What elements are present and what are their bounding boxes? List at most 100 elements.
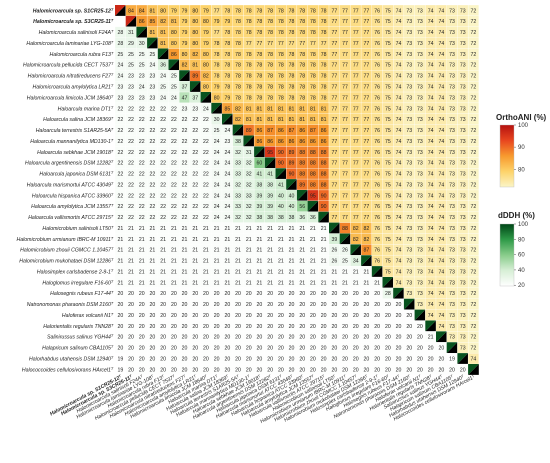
cell-value: 73 — [406, 74, 412, 80]
cell-value: 38 — [267, 182, 273, 188]
cell-value: 72 — [471, 63, 477, 69]
cell-value: 21 — [246, 226, 252, 232]
cell-value: 74 — [396, 269, 402, 275]
cell-value: 20 — [331, 335, 337, 341]
cell-value: 74 — [396, 128, 402, 134]
cell-value: 22 — [139, 215, 145, 221]
cell-value: 20 — [139, 367, 145, 373]
cell-value: 20 — [310, 346, 316, 352]
cell-value: 32 — [235, 182, 241, 188]
diagonal-upper-fill — [222, 113, 233, 125]
cell-value: 73 — [417, 204, 423, 210]
row-label: Haloarcula amylolytica JCM 13557ᵀ — [31, 204, 114, 210]
cell-value: 21 — [299, 226, 305, 232]
cell-value: 21 — [139, 259, 145, 265]
cell-value: 22 — [160, 182, 166, 188]
cell-value: 81 — [321, 106, 327, 112]
cell-value: 56 — [299, 204, 305, 210]
cell-value: 74 — [396, 215, 402, 221]
cell-value: 73 — [417, 215, 423, 221]
cell-value: 20 — [428, 357, 434, 363]
cell-value: 22 — [160, 193, 166, 199]
cell-value: 20 — [278, 367, 284, 373]
cell-value: 21 — [182, 248, 188, 254]
cell-value: 21 — [321, 269, 327, 275]
cell-value: 20 — [267, 346, 273, 352]
cell-value: 75 — [385, 8, 391, 14]
cell-value: 20 — [321, 367, 327, 373]
cell-value: 21 — [171, 237, 177, 243]
cell-value: 73 — [460, 117, 466, 123]
cell-value: 22 — [203, 182, 209, 188]
diagonal-marker — [189, 81, 201, 93]
diagonal-upper-fill — [350, 244, 362, 256]
cell-value: 25 — [128, 52, 134, 58]
cell-value: 39 — [331, 237, 337, 243]
cell-value: 20 — [310, 357, 316, 363]
cell-value: 74 — [438, 182, 444, 188]
cell-value: 72 — [471, 30, 477, 36]
cell-value: 73 — [460, 182, 466, 188]
cell-value: 77 — [353, 8, 359, 14]
cell-value: 20 — [192, 291, 198, 297]
cell-value: 74 — [428, 182, 434, 188]
cell-value: 26 — [331, 248, 337, 254]
cell-value: 73 — [449, 237, 455, 243]
cell-value: 20 — [310, 291, 316, 297]
cell-value: 21 — [246, 237, 252, 243]
cell-value: 78 — [310, 19, 316, 25]
cell-value: 24 — [117, 63, 123, 69]
cell-value: 20 — [192, 346, 198, 352]
cell-value: 88 — [310, 161, 316, 167]
cell-value: 75 — [385, 139, 391, 145]
row-label: Halomicroarcula rubra F13ᵀ — [50, 52, 114, 58]
cell-value: 78 — [246, 95, 252, 101]
cell-value: 88 — [299, 172, 305, 178]
cell-value: 78 — [310, 63, 316, 69]
dddh-legend: dDDH (%) 100 80 60 40 20 — [498, 211, 535, 289]
cell-value: 72 — [471, 172, 477, 178]
diagonal-marker — [296, 189, 308, 201]
cell-value: 78 — [246, 30, 252, 36]
cell-value: 73 — [460, 63, 466, 69]
cell-value: 77 — [364, 85, 370, 91]
cell-value: 74 — [438, 106, 444, 112]
cell-value: 73 — [449, 41, 455, 47]
cell-value: 74 — [396, 8, 402, 14]
cell-value: 21 — [257, 226, 263, 232]
cell-value: 33 — [246, 193, 252, 199]
cell-value: 20 — [289, 346, 295, 352]
cell-value: 78 — [257, 52, 263, 58]
cell-value: 75 — [385, 19, 391, 25]
cell-value: 77 — [364, 128, 370, 134]
cell-value: 20 — [257, 346, 263, 352]
cell-value: 21 — [267, 259, 273, 265]
dddh-tick-label: 20 — [518, 283, 525, 289]
cell-value: 74 — [438, 95, 444, 101]
cell-value: 21 — [214, 226, 220, 232]
diagonal-marker — [232, 124, 244, 136]
cell-value: 74 — [428, 259, 434, 265]
cell-value: 74 — [438, 19, 444, 25]
cell-value: 32 — [235, 215, 241, 221]
cell-value: 23 — [117, 95, 123, 101]
cell-value: 77 — [353, 193, 359, 199]
cell-value: 20 — [246, 357, 252, 363]
cell-value: 78 — [310, 85, 316, 91]
cell-value: 73 — [449, 313, 455, 319]
diagonal-marker — [414, 309, 426, 321]
row-label: Haloarcula terrestris S1AR25-5Aᵀ — [36, 128, 114, 134]
cell-value: 74 — [396, 182, 402, 188]
cell-value: 21 — [171, 226, 177, 232]
cell-value: 32 — [246, 182, 252, 188]
diagonal-marker — [125, 15, 137, 27]
cell-value: 34 — [353, 259, 359, 265]
cell-value: 20 — [150, 313, 156, 319]
cell-value: 84 — [128, 8, 134, 14]
cell-value: 21 — [171, 259, 177, 265]
diagonal-upper-fill — [232, 124, 244, 136]
cell-value: 38 — [267, 215, 273, 221]
cell-value: 22 — [192, 150, 198, 156]
row-label: Halomicrobium mukohataei DSM 12286ᵀ — [19, 259, 114, 265]
cell-value: 24 — [224, 128, 230, 134]
